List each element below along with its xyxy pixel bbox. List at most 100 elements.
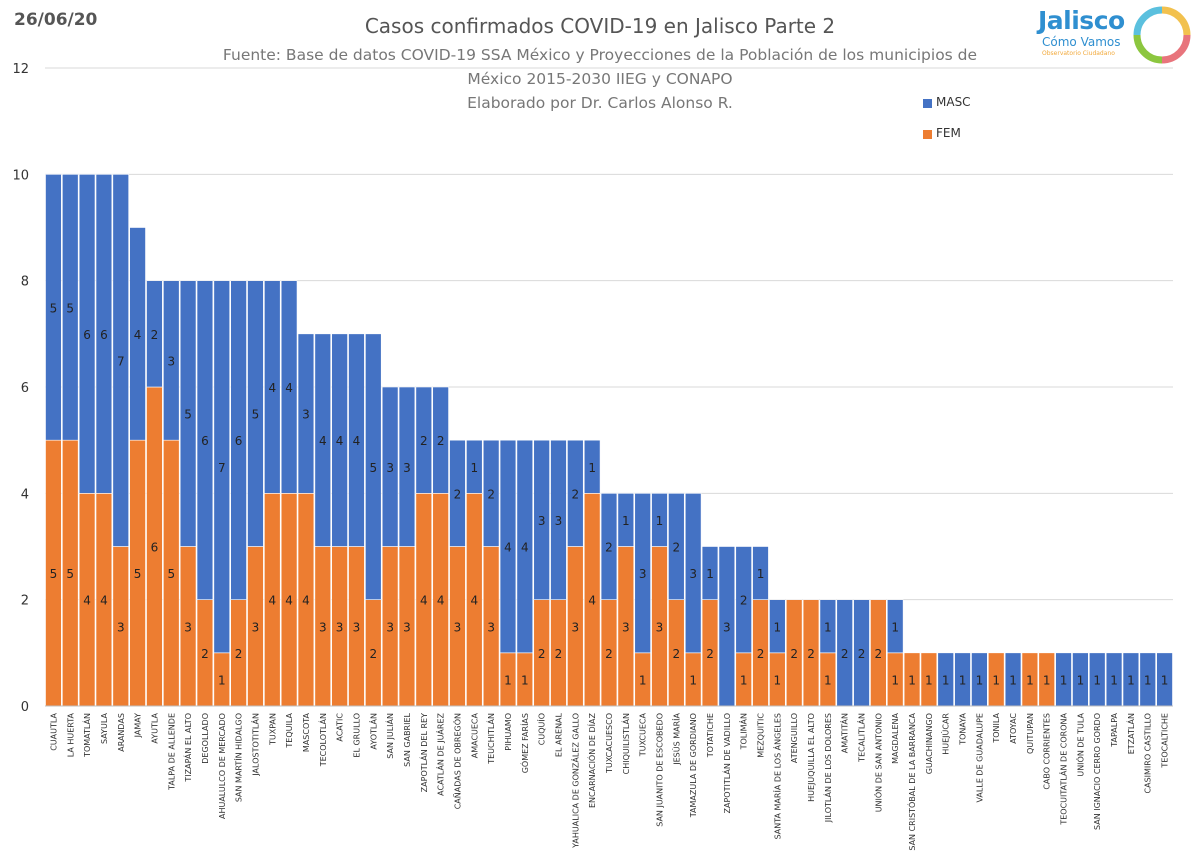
logo-wordmark: Jalisco <box>1038 6 1125 35</box>
bar-masc <box>146 280 163 388</box>
x-category-label: CUQUÍO <box>536 713 547 745</box>
data-label-fem: 1 <box>774 673 782 687</box>
bar-masc <box>365 333 382 600</box>
data-label-masc: 5 <box>184 408 192 422</box>
data-label-masc: 3 <box>639 567 647 581</box>
bar-masc <box>280 280 298 494</box>
x-category-label: TUXPAN <box>268 713 277 746</box>
x-category-label: TEOCUITATLÁN DE CORONA <box>1058 712 1069 825</box>
x-category-label: CUAUTLA <box>49 712 58 750</box>
data-label-masc: 1 <box>891 620 899 634</box>
bar-masc <box>449 439 466 547</box>
subtitle-line-2: México 2015-2030 IIEG y CONAPO <box>467 70 733 88</box>
x-category-label: ATENGUILLO <box>790 713 799 763</box>
data-label-masc: 3 <box>386 461 394 475</box>
x-category-label: SAN JULIÁN <box>384 713 395 759</box>
data-label-masc: 2 <box>420 434 428 448</box>
data-label-masc: 1 <box>656 514 664 528</box>
bar-masc <box>213 280 230 654</box>
data-label-fem: 3 <box>319 620 327 634</box>
x-category-label: ETZATLÁN <box>1125 713 1136 754</box>
data-label-fem: 4 <box>302 594 310 608</box>
bar-masc <box>196 280 214 600</box>
bar-masc <box>466 439 483 494</box>
data-label-masc: 4 <box>336 434 344 448</box>
data-label-fem: 5 <box>66 567 74 581</box>
data-label-masc: 2 <box>572 487 580 501</box>
x-category-label: AMATITÁN <box>839 713 850 753</box>
bar-masc <box>668 493 685 600</box>
bar-masc <box>398 386 416 547</box>
x-category-label: DEGOLLADO <box>201 713 210 764</box>
x-category-label: UNIÓN DE SAN ANTONIO <box>872 713 883 812</box>
data-label-fem: 6 <box>151 541 159 555</box>
x-category-label: GUACHINANGO <box>925 713 934 774</box>
data-label-masc: 1 <box>959 673 967 687</box>
bar-masc <box>331 333 348 547</box>
data-label-masc: 4 <box>268 381 276 395</box>
data-label-masc: 2 <box>673 541 681 555</box>
legend-swatch-fem <box>923 130 932 139</box>
data-label-fem: 2 <box>875 647 883 661</box>
legend-swatch-masc <box>923 99 932 108</box>
y-tick-label: 8 <box>21 275 29 290</box>
data-label-fem: 3 <box>252 620 260 634</box>
data-label-fem: 2 <box>807 647 815 661</box>
data-label-masc: 1 <box>1144 673 1152 687</box>
x-category-label: TAMAZULA DE GORDIANO <box>689 713 698 818</box>
bar-masc <box>247 280 264 547</box>
x-category-label: SAN JUANITO DE ESCOBEDO <box>656 713 665 827</box>
bar-masc <box>684 493 702 654</box>
x-category-label: HUEJUQUILLA EL ALTO <box>807 713 816 802</box>
logo-ring-icon <box>1133 6 1191 64</box>
bar-masc <box>550 439 567 600</box>
data-label-masc: 6 <box>83 328 91 342</box>
data-label-fem: 3 <box>572 620 580 634</box>
x-category-label: TOLIMÁN <box>738 713 749 750</box>
bar-masc <box>533 439 550 600</box>
x-category-label: TIZAPÁN EL ALTO <box>182 713 193 783</box>
data-label-fem: 1 <box>218 673 226 687</box>
x-category-label: MASCOTA <box>302 712 311 752</box>
x-category-label: SAN CRISTÓBAL DE LA BARRANCA <box>906 712 917 850</box>
bar-masc <box>886 599 904 654</box>
data-label-fem: 1 <box>1043 673 1051 687</box>
x-category-label: JESÚS MARÍA <box>670 712 681 765</box>
data-label-fem: 3 <box>454 620 462 634</box>
bar-masc <box>348 333 365 547</box>
x-category-label: VALLE DE GUADALUPE <box>975 713 984 803</box>
bar-masc <box>567 439 584 547</box>
report-date: 26/06/20 <box>14 10 98 30</box>
y-tick-label: 12 <box>12 62 29 77</box>
data-label-masc: 3 <box>723 620 731 634</box>
x-category-label: TECOLOTLÁN <box>317 713 328 767</box>
data-label-masc: 1 <box>976 673 984 687</box>
x-category-label: AMACUECA <box>470 712 479 758</box>
chart-title: Casos confirmados COVID-19 en Jalisco Pa… <box>364 14 836 38</box>
x-category-label: SANTA MARÍA DE LOS ÁNGELES <box>771 713 782 839</box>
legend-label-masc: MASC <box>936 95 971 109</box>
data-label-fem: 1 <box>908 673 916 687</box>
data-label-fem: 2 <box>790 647 798 661</box>
data-label-masc: 1 <box>470 461 478 475</box>
x-category-label: EL GRULLO <box>352 713 361 758</box>
x-category-label: CAÑADAS DE OBREGÓN <box>451 713 462 809</box>
x-category-label: UNIÓN DE TULA <box>1074 712 1085 776</box>
x-category-label: SAN IGNACIO CERRO GORDO <box>1093 713 1102 830</box>
y-tick-label: 4 <box>21 487 29 502</box>
bar-masc <box>163 280 180 441</box>
x-category-label: TAPALPA <box>1110 712 1119 747</box>
data-label-masc: 6 <box>201 434 209 448</box>
bar-masc <box>415 386 433 494</box>
x-category-label: MEZQUITIC <box>757 713 766 758</box>
data-label-masc: 4 <box>521 541 529 555</box>
data-label-fem: 2 <box>757 647 765 661</box>
y-tick-label: 6 <box>21 381 29 396</box>
x-category-label: TEOCALTICHE <box>1161 713 1170 769</box>
data-label-fem: 3 <box>117 620 125 634</box>
x-category-label: GÓMEZ FARÍAS <box>519 713 530 773</box>
data-label-masc: 6 <box>235 434 243 448</box>
bar-masc <box>769 599 786 654</box>
x-category-label: LA HUERTA <box>66 712 75 757</box>
bar-masc <box>617 493 635 547</box>
